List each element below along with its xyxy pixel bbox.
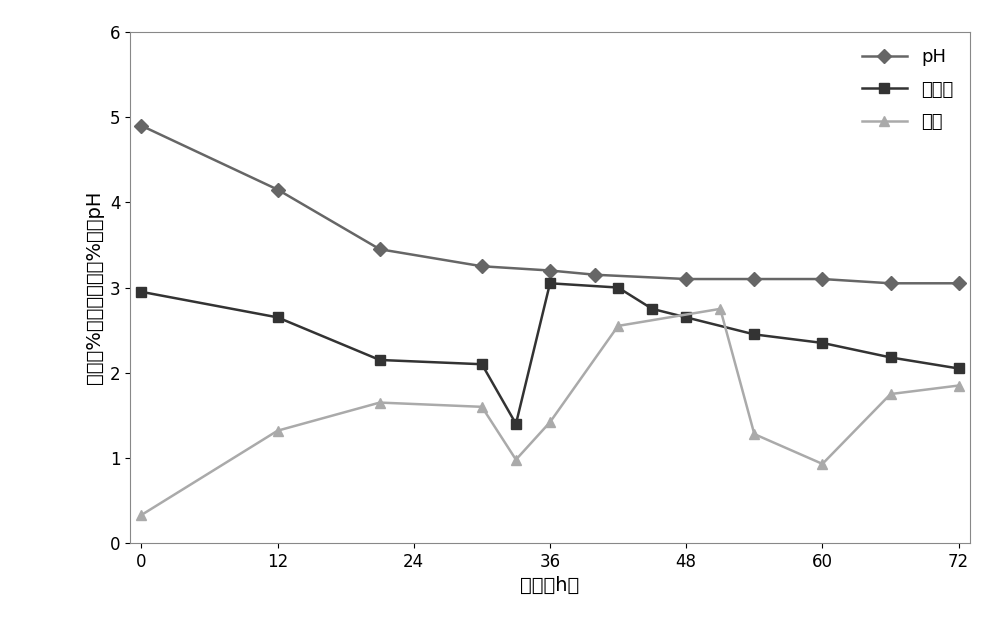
Y-axis label: 干重（%），还原糖（%），pH: 干重（%），还原糖（%），pH — [85, 191, 104, 384]
还原糖 — [374, 356, 386, 364]
干重 — [612, 322, 624, 330]
还原糖 — [680, 314, 692, 321]
干重 — [544, 419, 556, 426]
pH — [544, 266, 556, 274]
pH — [748, 275, 760, 283]
还原糖 — [476, 360, 488, 368]
pH — [816, 275, 828, 283]
还原糖 — [816, 339, 828, 347]
Line: 还原糖: 还原糖 — [136, 279, 964, 429]
pH — [680, 275, 692, 283]
Line: 干重: 干重 — [136, 304, 964, 520]
还原糖 — [953, 365, 965, 373]
还原糖 — [544, 279, 556, 287]
还原糖 — [272, 314, 284, 321]
干重 — [748, 430, 760, 438]
pH — [135, 122, 147, 130]
还原糖 — [885, 353, 897, 361]
还原糖 — [748, 330, 760, 338]
pH — [953, 279, 965, 287]
干重 — [272, 427, 284, 435]
pH — [272, 186, 284, 194]
还原糖 — [135, 288, 147, 296]
pH — [476, 263, 488, 270]
Line: pH: pH — [136, 121, 964, 288]
干重 — [953, 381, 965, 389]
pH — [589, 271, 601, 279]
Legend: pH, 还原糖, 干重: pH, 还原糖, 干重 — [855, 41, 961, 138]
还原糖 — [646, 305, 658, 312]
干重 — [135, 511, 147, 519]
干重 — [816, 460, 828, 468]
干重 — [885, 390, 897, 398]
还原糖 — [612, 284, 624, 291]
干重 — [476, 403, 488, 411]
X-axis label: 时间（h）: 时间（h） — [520, 576, 580, 596]
干重 — [510, 456, 522, 463]
还原糖 — [510, 420, 522, 427]
pH — [885, 279, 897, 287]
干重 — [714, 305, 726, 312]
pH — [374, 245, 386, 253]
干重 — [374, 399, 386, 406]
